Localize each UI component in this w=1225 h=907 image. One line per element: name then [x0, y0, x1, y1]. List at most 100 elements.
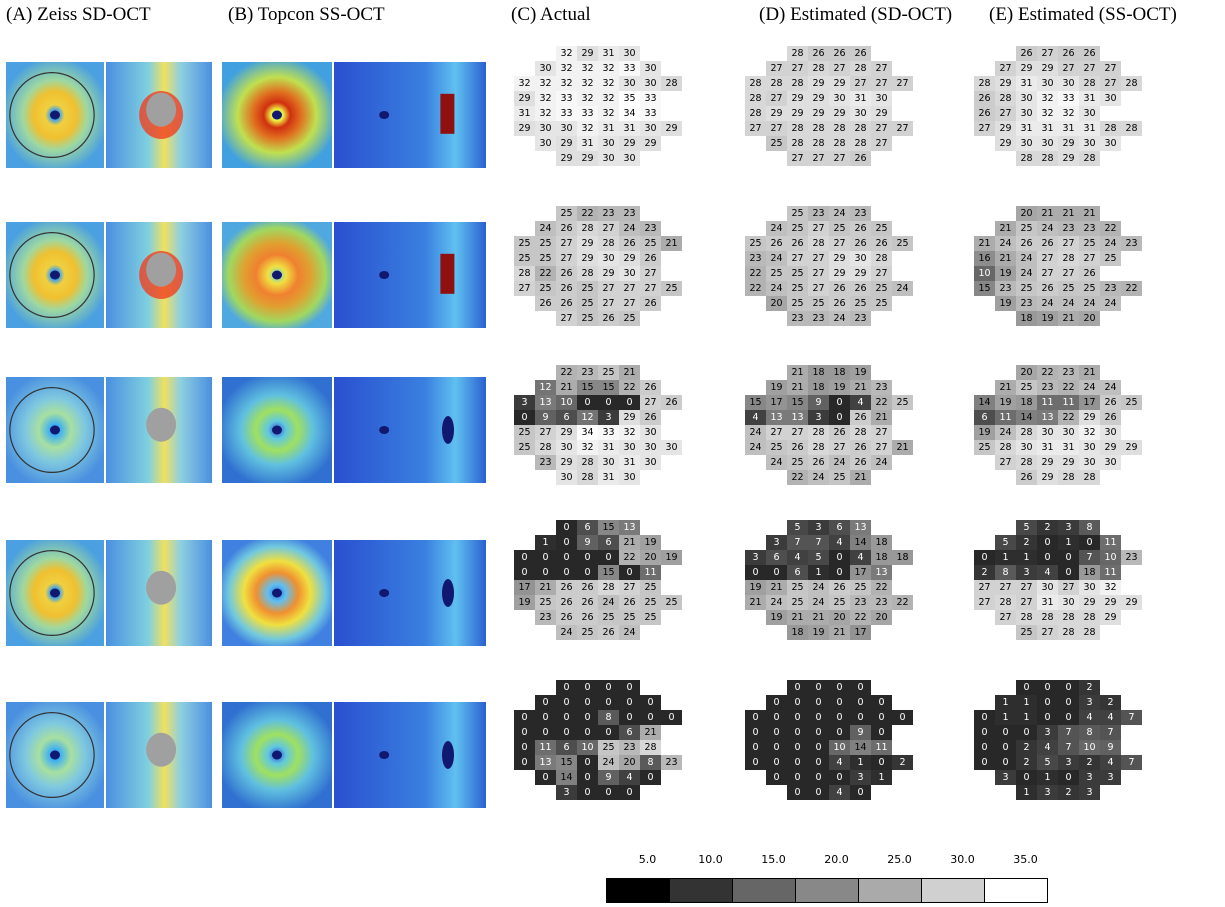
- field-cell: 9: [577, 535, 598, 550]
- field-cell: 8: [1079, 725, 1100, 740]
- field-cell: 12: [577, 410, 598, 425]
- field-cell: 8: [995, 565, 1016, 580]
- zeiss-disc-map-3: [106, 377, 212, 483]
- field-cell: 21: [892, 440, 913, 455]
- field-cell: 3: [1037, 785, 1058, 800]
- field-cell: 28: [1079, 151, 1100, 166]
- field-cell: 32: [556, 46, 577, 61]
- field-cell: 30: [556, 121, 577, 136]
- field-cell: 19: [514, 595, 535, 610]
- field-cell: 27: [974, 121, 995, 136]
- field-cell: 28: [640, 740, 661, 755]
- field-cell: 30: [1058, 595, 1079, 610]
- field-cell: 29: [619, 136, 640, 151]
- field-cell: 27: [892, 121, 913, 136]
- field-cell: 0: [995, 725, 1016, 740]
- field-cell: 0: [745, 565, 766, 580]
- column-title-b: (B) Topcon SS-OCT: [228, 4, 385, 25]
- field-cell: 25: [766, 266, 787, 281]
- field-cell: 30: [619, 76, 640, 91]
- field-cell: 0: [766, 755, 787, 770]
- field-cell: 27: [829, 236, 850, 251]
- field-cell: 24: [871, 455, 892, 470]
- field-cell: 0: [1037, 535, 1058, 550]
- field-cell: 27: [556, 236, 577, 251]
- field-cell: 0: [1016, 770, 1037, 785]
- field-cell: 30: [850, 251, 871, 266]
- field-cell: 6: [556, 410, 577, 425]
- field-cell: 32: [1037, 91, 1058, 106]
- field-cell: 30: [1079, 440, 1100, 455]
- field-cell: 24: [1079, 380, 1100, 395]
- field-cell: 0: [787, 680, 808, 695]
- field-cell: 1: [808, 565, 829, 580]
- field-cell: 25: [619, 610, 640, 625]
- field-cell: 7: [1121, 710, 1142, 725]
- field-cell: 25: [766, 136, 787, 151]
- field-cell: 9: [850, 725, 871, 740]
- field-cell: 21: [1037, 206, 1058, 221]
- field-cell: [1121, 251, 1142, 266]
- field-cell: 28: [808, 61, 829, 76]
- column-title-d: (D) Estimated (SD-OCT): [759, 4, 953, 25]
- field-cell: 13: [850, 520, 871, 535]
- field-cell: 0: [766, 710, 787, 725]
- field-cell: 21: [995, 251, 1016, 266]
- field-cell: 29: [829, 76, 850, 91]
- field-cell: 0: [850, 785, 871, 800]
- field-cell: 0: [829, 410, 850, 425]
- field-cell: 30: [1100, 91, 1121, 106]
- field-cell: 19: [661, 550, 682, 565]
- field-cell: 0: [829, 695, 850, 710]
- field-cell: 25: [787, 266, 808, 281]
- field-cell: 24: [808, 470, 829, 485]
- field-cell: 23: [808, 206, 829, 221]
- field-cell: 24: [1016, 266, 1037, 281]
- field-cell: 2: [1100, 695, 1121, 710]
- field-cell: 3: [1079, 695, 1100, 710]
- field-cell: 18: [808, 380, 829, 395]
- field-cell: 0: [1058, 695, 1079, 710]
- field-cell: 13: [535, 755, 556, 770]
- field-cell: 26: [850, 281, 871, 296]
- field-cell: 24: [1100, 236, 1121, 251]
- field-cell: 24: [995, 236, 1016, 251]
- field-cell: [892, 725, 913, 740]
- field-cell: 25: [514, 425, 535, 440]
- field-cell: 22: [1100, 221, 1121, 236]
- field-cell: 27: [995, 61, 1016, 76]
- field-cell: 6: [577, 520, 598, 535]
- field-cell: [1121, 580, 1142, 595]
- field-cell: 24: [808, 580, 829, 595]
- field-cell: 26: [556, 266, 577, 281]
- field-cell: 26: [556, 221, 577, 236]
- field-cell: 25: [1100, 251, 1121, 266]
- field-cell: 23: [1058, 365, 1079, 380]
- field-cell: 27: [745, 121, 766, 136]
- field-cell: 27: [766, 121, 787, 136]
- field-cell: 30: [661, 440, 682, 455]
- field-cell: 26: [640, 410, 661, 425]
- field-cell: 29: [871, 106, 892, 121]
- field-cell: 0: [787, 785, 808, 800]
- field-cell: 0: [514, 755, 535, 770]
- field-cell: 27: [787, 61, 808, 76]
- zeiss-disc-map-1: [106, 62, 212, 168]
- field-cell: 32: [577, 76, 598, 91]
- field-cell: 18: [1016, 395, 1037, 410]
- field-cell: 28: [1058, 610, 1079, 625]
- field-cell: 29: [1058, 151, 1079, 166]
- field-cell: 0: [577, 550, 598, 565]
- field-cell: 31: [1058, 440, 1079, 455]
- legend-label: 35.0: [1013, 853, 1038, 866]
- field-cell: 20: [766, 296, 787, 311]
- field-cell: 0: [577, 770, 598, 785]
- field-cell: 29: [619, 410, 640, 425]
- field-cell: 11: [1037, 395, 1058, 410]
- field-cell: 25: [787, 455, 808, 470]
- field-cell: 28: [808, 121, 829, 136]
- field-cell: 30: [1058, 425, 1079, 440]
- field-cell: 21: [619, 365, 640, 380]
- field-cell: 27: [808, 151, 829, 166]
- field-cell: 25: [535, 595, 556, 610]
